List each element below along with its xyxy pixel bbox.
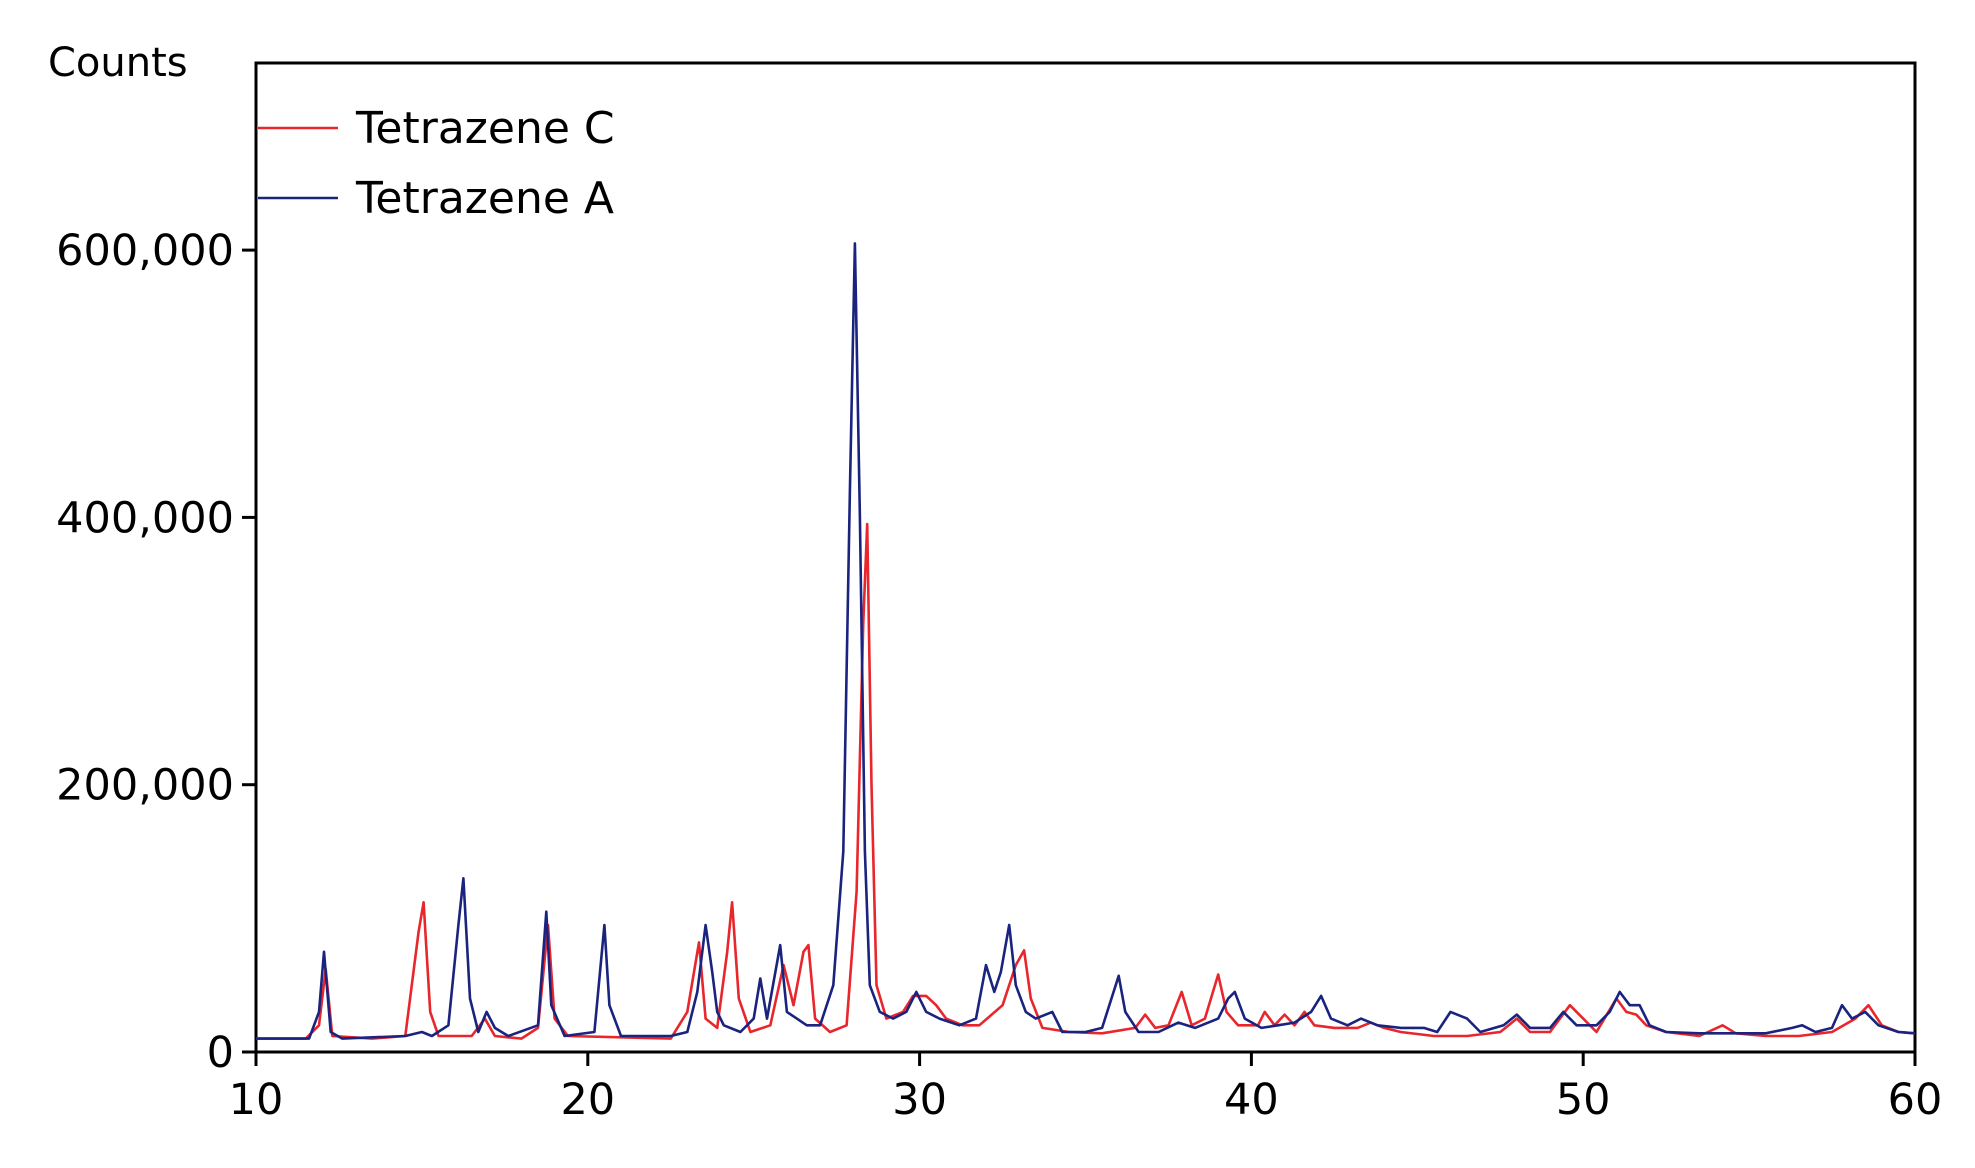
- y-tick-label: 200,000: [56, 761, 234, 811]
- y-tick-label: 600,000: [56, 226, 234, 276]
- y-axis-ticks: 0 200,000 400,000 600,000: [56, 226, 256, 1078]
- series-line-1: [256, 242, 1916, 1040]
- x-tick-label: 50: [1556, 1075, 1611, 1125]
- y-tick-label: 0: [207, 1028, 234, 1078]
- y-tick-label: 400,000: [56, 493, 234, 543]
- legend: Tetrazene C Tetrazene A: [258, 103, 615, 224]
- x-tick-label: 60: [1888, 1075, 1943, 1125]
- x-tick-label: 40: [1224, 1075, 1279, 1125]
- plot-area: [254, 61, 1917, 1054]
- x-axis-ticks: 10 20 30 40 50 60: [229, 1052, 1943, 1125]
- x-tick-label: 30: [892, 1075, 947, 1125]
- x-tick-label: 20: [560, 1075, 615, 1125]
- legend-label: Tetrazene A: [355, 173, 614, 224]
- plot-frame: [254, 61, 1917, 1054]
- series-line-0: [256, 522, 1916, 1040]
- legend-label: Tetrazene C: [355, 103, 615, 154]
- y-axis-label: Counts: [48, 40, 188, 86]
- series-layer: [256, 242, 1916, 1040]
- x-tick-label: 10: [229, 1075, 284, 1125]
